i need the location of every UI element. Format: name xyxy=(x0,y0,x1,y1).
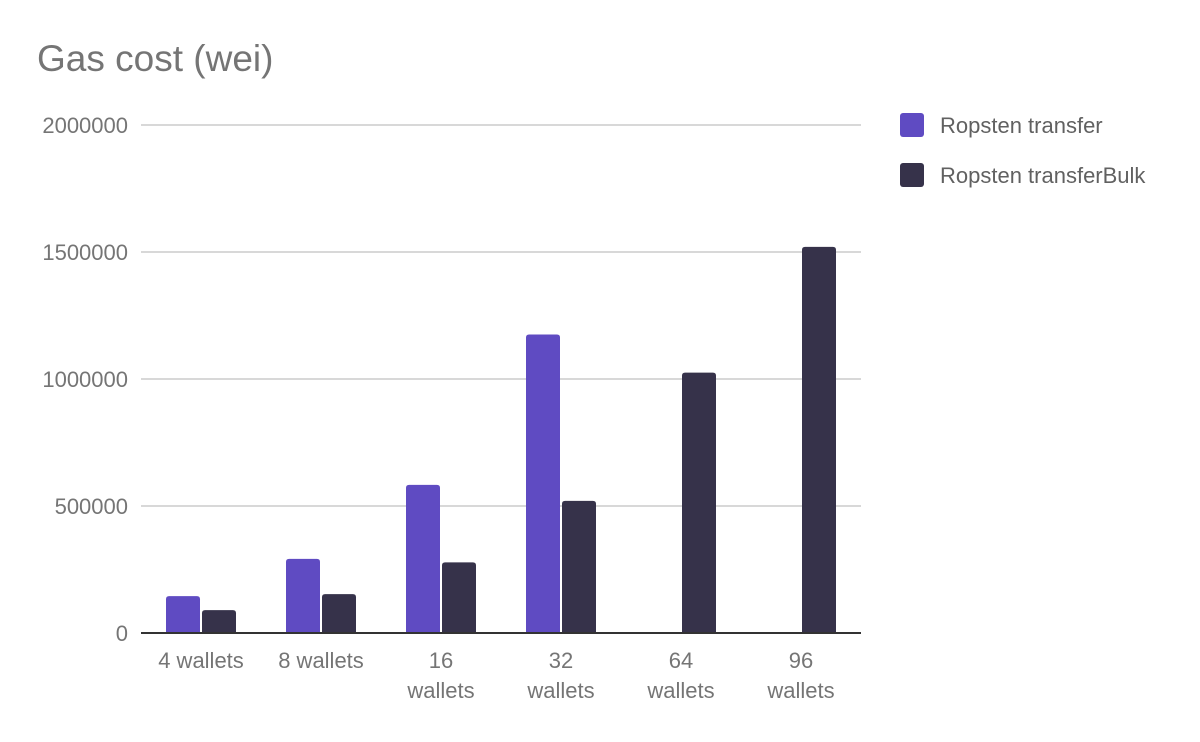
y-tick-label: 1000000 xyxy=(42,367,128,392)
x-tick-label: wallets xyxy=(766,678,834,703)
x-axis-ticks: 4 wallets 8 wallets 16 wallets 32 wallets 64 wa… xyxy=(158,648,834,703)
x-tick-label: 8 wallets xyxy=(278,648,364,673)
y-tick-label: 2000000 xyxy=(42,113,128,138)
bar xyxy=(322,594,356,633)
bar xyxy=(166,596,200,633)
x-tick-label: wallets xyxy=(526,678,594,703)
y-tick-label: 500000 xyxy=(55,494,128,519)
legend-label: Ropsten transferBulk xyxy=(940,163,1146,188)
bar xyxy=(526,334,560,633)
x-tick-label: 96 xyxy=(789,648,813,673)
bars xyxy=(166,246,836,634)
x-tick-label: wallets xyxy=(646,678,714,703)
bar xyxy=(286,558,320,633)
legend-swatch xyxy=(900,163,924,187)
gridlines xyxy=(141,124,861,507)
bar xyxy=(202,610,236,633)
legend-label: Ropsten transfer xyxy=(940,113,1103,138)
x-tick-label: 16 xyxy=(429,648,453,673)
bar xyxy=(682,372,716,633)
legend-swatch xyxy=(900,113,924,137)
legend: Ropsten transfer Ropsten transferBulk xyxy=(900,113,1146,188)
bar xyxy=(442,562,476,633)
y-tick-label: 0 xyxy=(116,621,128,646)
bar xyxy=(406,484,440,633)
chart-title: Gas cost (wei) xyxy=(37,38,274,79)
y-axis-ticks: 0 500000 1000000 1500000 2000000 xyxy=(42,113,128,646)
y-tick-label: 1500000 xyxy=(42,240,128,265)
x-tick-label: 32 xyxy=(549,648,573,673)
bar xyxy=(562,500,596,633)
x-tick-label: 4 wallets xyxy=(158,648,244,673)
x-tick-label: 64 xyxy=(669,648,693,673)
x-tick-label: wallets xyxy=(406,678,474,703)
bar xyxy=(802,246,836,634)
